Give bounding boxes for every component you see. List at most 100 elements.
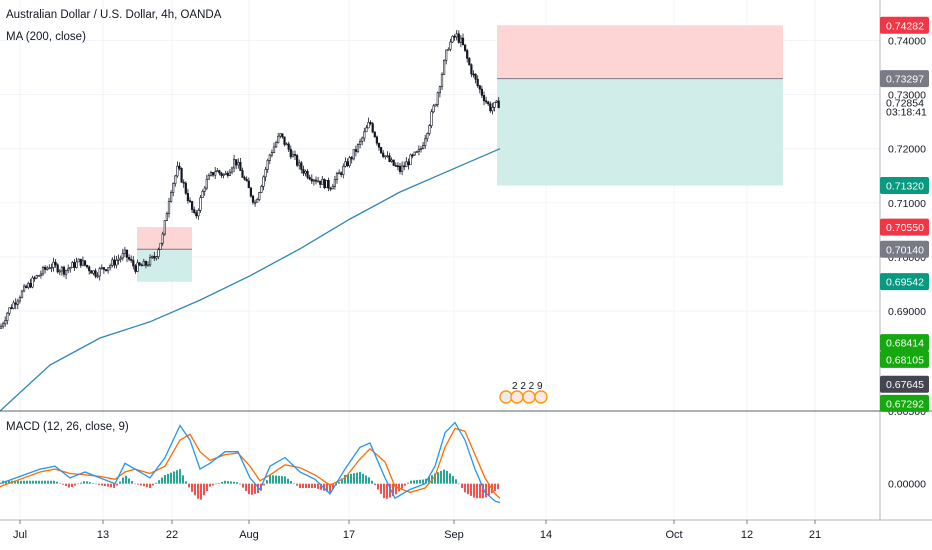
- candle-body: [197, 210, 200, 217]
- macd-histogram-bar: [443, 469, 445, 484]
- candle-body: [449, 41, 452, 50]
- price-axis-ticks: 0.740000.730000.720000.710000.700000.690…: [888, 36, 926, 491]
- macd-histogram-bar: [86, 481, 88, 484]
- au-flag-icon[interactable]: [499, 390, 513, 404]
- macd-histogram-bar: [200, 483, 202, 500]
- price-badge-label: 0.69542: [886, 277, 924, 289]
- candle-body: [272, 146, 276, 153]
- candle-body: [344, 161, 347, 167]
- candle-body: [233, 159, 236, 169]
- macd-histogram-bar: [305, 483, 307, 489]
- macd-histogram-bar: [29, 480, 31, 484]
- candle-body: [172, 183, 175, 194]
- macd-histogram-bar: [257, 483, 259, 493]
- macd-histogram-bar: [473, 483, 475, 498]
- price-badge-label: 0.74282: [886, 20, 924, 32]
- macd-histogram-bar: [341, 478, 343, 484]
- candle-body: [468, 58, 471, 66]
- candle-body: [327, 180, 330, 189]
- candle-body: [495, 100, 498, 103]
- macd-histogram-bar: [281, 476, 283, 484]
- ma-indicator-label[interactable]: MA (200, close): [6, 31, 86, 43]
- candle-body: [274, 142, 278, 148]
- macd-histogram-bar: [230, 481, 232, 484]
- candle-body: [430, 111, 433, 126]
- candle-body: [493, 102, 496, 108]
- macd-histogram-bar: [185, 481, 187, 484]
- us-flag-icon[interactable]: [534, 390, 548, 404]
- price-badge: [880, 334, 929, 352]
- candle-body: [375, 136, 379, 144]
- macd-histogram-bar: [47, 480, 49, 484]
- macd-histogram-bar: [179, 469, 181, 484]
- candle-body: [123, 249, 126, 254]
- macd-histogram-bar: [203, 483, 205, 496]
- macd-histogram-bar: [140, 483, 142, 486]
- candle-body: [463, 44, 467, 51]
- candle-body: [472, 73, 475, 76]
- macd-histogram-bar: [20, 480, 22, 484]
- macd-histogram-bar: [497, 483, 499, 490]
- candle-body: [27, 283, 30, 288]
- macd-histogram-bar: [440, 470, 442, 484]
- candle-body: [367, 122, 370, 129]
- candle-body: [209, 172, 213, 176]
- candle-body: [268, 154, 271, 161]
- candle-body: [60, 266, 63, 272]
- macd-histogram-bar: [191, 483, 193, 492]
- macd-histogram-bar: [419, 479, 421, 484]
- macd-histogram-bar: [458, 483, 460, 485]
- price-badge: [880, 273, 929, 291]
- candle-body: [358, 141, 362, 145]
- price-badge: [880, 350, 929, 368]
- macd-histogram-bar: [14, 480, 16, 484]
- candle-body: [153, 255, 156, 259]
- events-count-label: 2 2 2 9: [512, 381, 543, 392]
- candle-body: [46, 267, 49, 270]
- price-badge-label: 0.70550: [886, 222, 924, 234]
- time-tick-label: 22: [166, 529, 178, 541]
- candle-body: [329, 187, 332, 190]
- candle-body: [222, 174, 225, 176]
- macd-histogram-bar: [224, 480, 226, 484]
- macd-histogram-bar: [359, 472, 361, 484]
- candle-body: [304, 171, 307, 174]
- macd-histogram-bar: [455, 479, 457, 484]
- us-flag-icon[interactable]: [510, 390, 524, 404]
- macd-histogram-bar: [407, 482, 409, 484]
- candle-body: [254, 201, 257, 204]
- us-flag-icon[interactable]: [522, 390, 536, 404]
- candle-body: [291, 154, 295, 158]
- macd-indicator-label[interactable]: MACD (12, 26, close, 9): [6, 421, 129, 433]
- candle-body: [62, 266, 66, 275]
- macd-histogram-bar: [320, 483, 322, 490]
- candle-body: [144, 261, 148, 266]
- candle-body: [134, 265, 137, 272]
- macd-histogram-bar: [479, 483, 481, 499]
- candle-body: [249, 187, 253, 197]
- candle-body: [35, 275, 38, 279]
- macd-histogram-bar: [182, 475, 184, 484]
- macd-histogram-bar: [326, 483, 328, 492]
- macd-histogram-bar: [389, 483, 391, 498]
- candle-body: [193, 209, 196, 213]
- candle-body: [308, 177, 311, 180]
- candle-body: [12, 302, 15, 309]
- candle-body: [333, 179, 337, 187]
- price-badge: [880, 218, 929, 236]
- macd-histogram-bar: [17, 480, 19, 484]
- candle-body: [369, 122, 372, 124]
- price-badge-label: 0.67292: [886, 398, 924, 410]
- macd-histogram-bar: [284, 476, 286, 484]
- economic-events[interactable]: 2 2 2 9: [499, 381, 548, 404]
- candle-body: [461, 37, 465, 46]
- candle-body: [382, 152, 385, 157]
- macd-histogram-bar: [68, 483, 70, 488]
- candle-body: [54, 261, 57, 266]
- candle-body: [48, 267, 51, 270]
- macd-histogram-bar: [446, 470, 448, 484]
- candle-body: [417, 149, 421, 152]
- price-badge-label: 0.68105: [886, 354, 924, 366]
